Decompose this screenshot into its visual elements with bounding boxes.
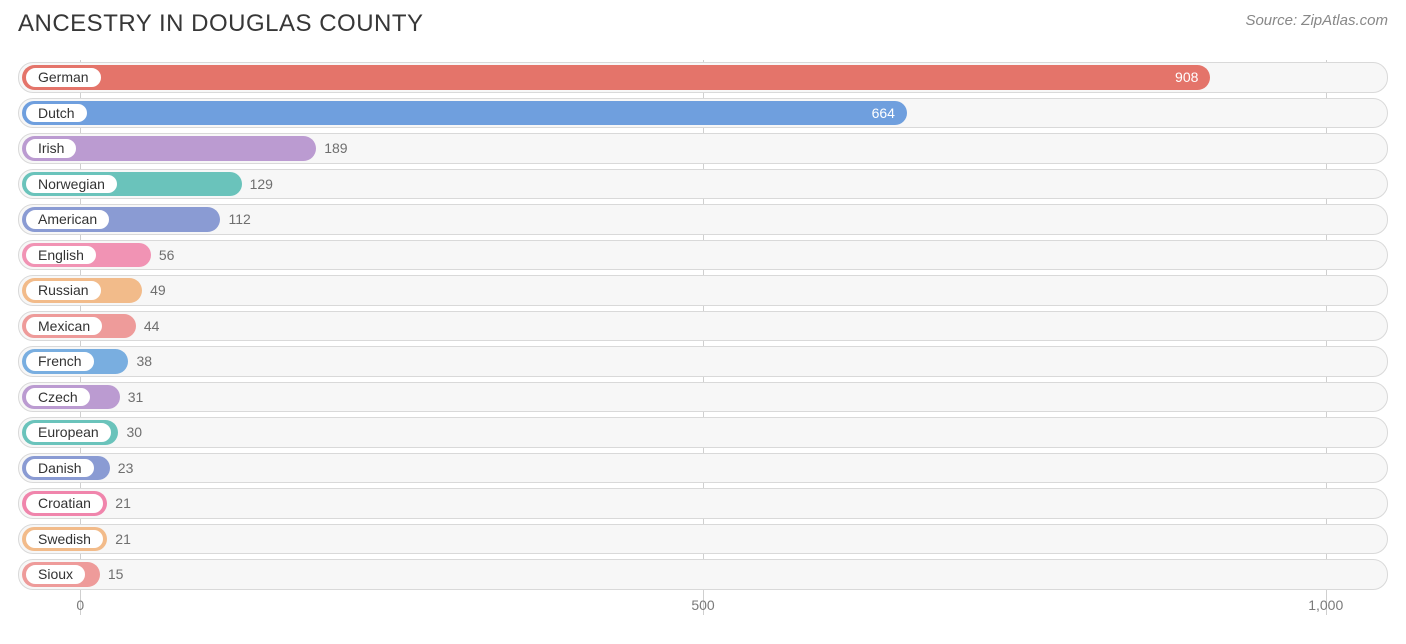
x-tick-label: 0	[76, 597, 84, 613]
category-pill: European	[25, 422, 112, 443]
value-label: 49	[142, 276, 166, 305]
chart-title: ANCESTRY IN DOUGLAS COUNTY	[18, 10, 424, 38]
value-label: 31	[120, 383, 144, 412]
category-pill: Mexican	[25, 316, 103, 337]
bar-track: Sioux 15	[18, 559, 1388, 590]
plot-area: German908 Dutch664 Irish 189 Norwegian 129 Ame…	[18, 60, 1388, 615]
bar-track: English 56	[18, 240, 1388, 271]
value-label: 908	[19, 63, 1210, 92]
ancestry-chart: ANCESTRY IN DOUGLAS COUNTY Source: ZipAt…	[0, 0, 1406, 644]
bar-track: Irish 189	[18, 133, 1388, 164]
bar-track: European 30	[18, 417, 1388, 448]
bar-track: Czech 31	[18, 382, 1388, 413]
bar-track: French 38	[18, 346, 1388, 377]
bar-track: Russian 49	[18, 275, 1388, 306]
category-pill: English	[25, 245, 97, 266]
x-axis: 0 500 1,000	[18, 595, 1388, 615]
category-pill: Croatian	[25, 493, 104, 514]
bar-track: American 112	[18, 204, 1388, 235]
x-tick-label: 500	[691, 597, 714, 613]
value-label: 21	[107, 489, 131, 518]
bar-track: Croatian21	[18, 488, 1388, 519]
x-tick-label: 1,000	[1308, 597, 1343, 613]
value-label: 30	[118, 418, 142, 447]
value-label: 44	[136, 312, 160, 341]
bar-track: Swedish21	[18, 524, 1388, 555]
value-label: 15	[100, 560, 124, 589]
bar-track: German908	[18, 62, 1388, 93]
value-label: 189	[316, 134, 347, 163]
category-pill: Irish	[25, 138, 77, 159]
bar-track: Norwegian 129	[18, 169, 1388, 200]
chart-header: ANCESTRY IN DOUGLAS COUNTY Source: ZipAt…	[18, 10, 1388, 60]
value-label: 21	[107, 525, 131, 554]
category-pill: Swedish	[25, 529, 104, 550]
category-pill: American	[25, 209, 110, 230]
bar-track: Danish 23	[18, 453, 1388, 484]
bar-track: Dutch664	[18, 98, 1388, 129]
value-label: 38	[128, 347, 152, 376]
category-pill: Czech	[25, 387, 91, 408]
chart-source: Source: ZipAtlas.com	[1245, 10, 1388, 29]
value-label: 23	[110, 454, 134, 483]
value-label: 56	[151, 241, 175, 270]
bar-track: Mexican 44	[18, 311, 1388, 342]
category-pill: French	[25, 351, 95, 372]
category-pill: Russian	[25, 280, 102, 301]
value-label: 664	[19, 99, 907, 128]
category-pill: Sioux	[25, 564, 86, 585]
chart-rows: German908 Dutch664 Irish 189 Norwegian 129 Ame…	[18, 60, 1388, 590]
category-pill: Danish	[25, 458, 95, 479]
category-pill: Norwegian	[25, 174, 118, 195]
value-label: 129	[242, 170, 273, 199]
value-label: 112	[220, 205, 250, 234]
